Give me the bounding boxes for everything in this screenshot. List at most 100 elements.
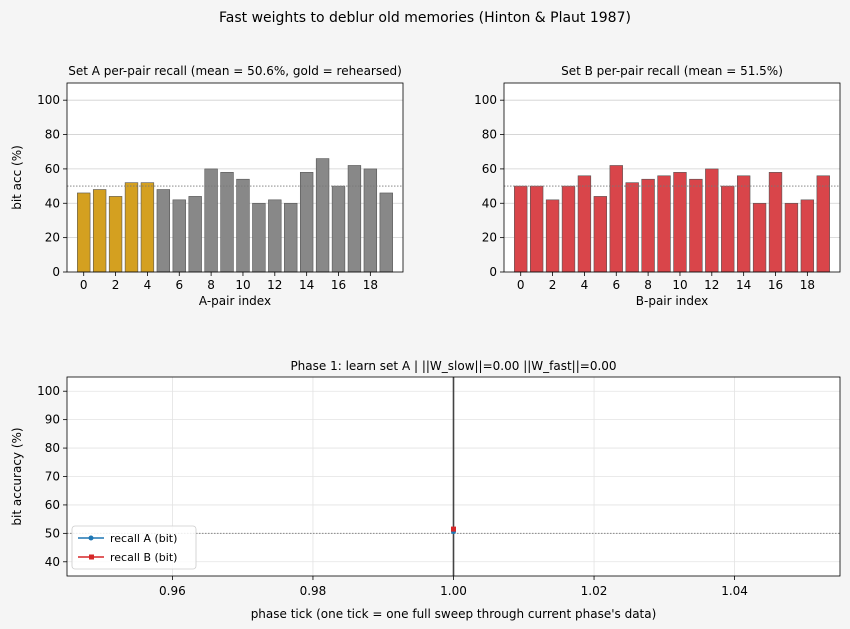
set-b-bar (673, 172, 687, 273)
set-a-ytick-label: 100 (37, 93, 60, 107)
set-a-bar (156, 189, 171, 273)
set-b-bar (721, 185, 735, 273)
set-b-bar (752, 202, 767, 273)
set-b-bar (800, 199, 815, 273)
set-b-bar (736, 175, 751, 273)
set-a-xtick-label: 6 (175, 278, 183, 292)
set-a-bar (108, 196, 123, 273)
phase-xtick-label: 1.04 (721, 584, 748, 598)
set-b-bar (768, 172, 783, 273)
set-a-ytick-label: 40 (45, 196, 60, 210)
set-b-bar (689, 178, 703, 273)
set-b-bar (625, 182, 639, 273)
set-b-xtick-label: 4 (581, 278, 589, 292)
set-a-axes-frame (66, 82, 404, 273)
phase-ytick-label: 80 (45, 441, 60, 455)
set-b-xtick-label: 16 (768, 278, 783, 292)
phase-ylabel: bit accuracy (%) (10, 427, 24, 525)
set-a-xtick-label: 2 (112, 278, 120, 292)
set-a-bar (77, 192, 91, 273)
phase-accuracy-chart: 0.96 0.98 1.00 1.02 1.04 40 50 60 70 80 90 100 Phase… (10, 359, 841, 621)
set-a-xtick-label: 0 (80, 278, 88, 292)
set-a-xlabel: A-pair index (199, 294, 271, 308)
phase-title: Phase 1: learn set A | ||W_slow||=0.00 |… (290, 359, 616, 373)
set-a-recall-chart: 0 2 4 6 8 10 12 14 16 18 0 20 40 60 80 100 Set A per-pai… (10, 64, 404, 308)
set-a-bar (268, 199, 282, 273)
set-a-xtick-label: 12 (267, 278, 282, 292)
set-a-bar (188, 196, 202, 273)
set-a-ytick-label: 60 (45, 162, 60, 176)
set-b-bar (514, 185, 528, 273)
set-a-bar (299, 172, 314, 273)
set-a-xtick-label: 8 (207, 278, 215, 292)
set-a-xtick-label: 10 (235, 278, 250, 292)
set-b-ytick-label: 20 (482, 231, 497, 245)
set-b-bar (784, 202, 799, 273)
set-b-bar (545, 199, 560, 273)
set-b-xtick-label: 6 (612, 278, 620, 292)
set-a-bar (124, 182, 139, 273)
set-b-bar (816, 175, 830, 273)
phase-xtick-label: 0.96 (159, 584, 186, 598)
set-b-xtick-label: 2 (549, 278, 557, 292)
set-b-ytick-label: 40 (482, 196, 497, 210)
set-a-bar (315, 158, 330, 273)
set-b-bar (577, 175, 592, 273)
legend: recall A (bit) recall B (bit) (71, 525, 197, 570)
set-b-axes-frame (503, 82, 841, 273)
phase-ytick-label: 100 (37, 384, 60, 398)
set-b-recall-chart: 0 2 4 6 8 10 12 14 16 18 0 20 40 60 80 100 Set B per-pai… (474, 64, 841, 308)
set-a-xtick-label: 18 (363, 278, 378, 292)
set-b-bar (641, 178, 655, 273)
phase-ytick-label: 70 (45, 470, 60, 484)
set-b-xtick-label: 10 (672, 278, 687, 292)
set-a-plot-area (67, 83, 403, 272)
set-a-xtick-label: 14 (299, 278, 314, 292)
phase-xtick-label: 1.02 (581, 584, 608, 598)
recall-b-legend-marker (89, 554, 94, 560)
set-b-title: Set B per-pair recall (mean = 51.5%) (561, 64, 783, 78)
set-b-xtick-label: 0 (517, 278, 525, 292)
set-b-ytick-label: 100 (474, 93, 497, 107)
phase-xtick-label: 1.00 (440, 584, 467, 598)
set-a-bar (140, 182, 155, 273)
set-b-bar (609, 165, 623, 273)
set-a-xtick-label: 4 (144, 278, 152, 292)
figure-title: Fast weights to deblur old memories (Hin… (219, 10, 631, 26)
set-a-bar (252, 202, 266, 273)
set-b-ytick-label: 60 (482, 162, 497, 176)
set-a-bar (331, 185, 346, 273)
set-a-bar (236, 178, 250, 273)
set-a-bar (363, 168, 378, 273)
set-a-bar (220, 172, 234, 273)
set-a-bar (347, 165, 362, 273)
recall-b-legend-label: recall B (bit) (110, 551, 177, 564)
set-a-bar (204, 168, 218, 273)
set-b-xlabel: B-pair index (636, 294, 708, 308)
phase-ytick-label: 90 (45, 413, 60, 427)
recall-a-legend-marker (88, 535, 94, 541)
set-a-ytick-label: 0 (52, 265, 60, 279)
set-b-xtick-label: 18 (800, 278, 815, 292)
phase-xlabel: phase tick (one tick = one full sweep th… (251, 607, 657, 621)
set-b-bar (593, 196, 608, 273)
set-b-plot-area (504, 83, 840, 272)
set-b-xtick-label: 12 (704, 278, 719, 292)
set-a-ytick-label: 80 (45, 128, 60, 142)
set-a-bar (92, 189, 107, 273)
set-a-bar (284, 202, 298, 273)
set-b-bar (705, 168, 719, 273)
set-b-xtick-label: 8 (644, 278, 652, 292)
set-a-bar (379, 192, 393, 273)
recall-a-legend-label: recall A (bit) (110, 532, 177, 545)
set-a-bar (172, 199, 186, 273)
set-a-ylabel: bit acc (%) (10, 145, 24, 210)
set-b-bar (657, 175, 671, 273)
phase-xtick-label: 0.98 (300, 584, 327, 598)
set-b-bar (561, 185, 576, 273)
set-a-xtick-label: 16 (331, 278, 346, 292)
phase-ytick-label: 40 (45, 555, 60, 569)
phase-ytick-label: 60 (45, 498, 60, 512)
set-b-ytick-label: 0 (489, 265, 497, 279)
